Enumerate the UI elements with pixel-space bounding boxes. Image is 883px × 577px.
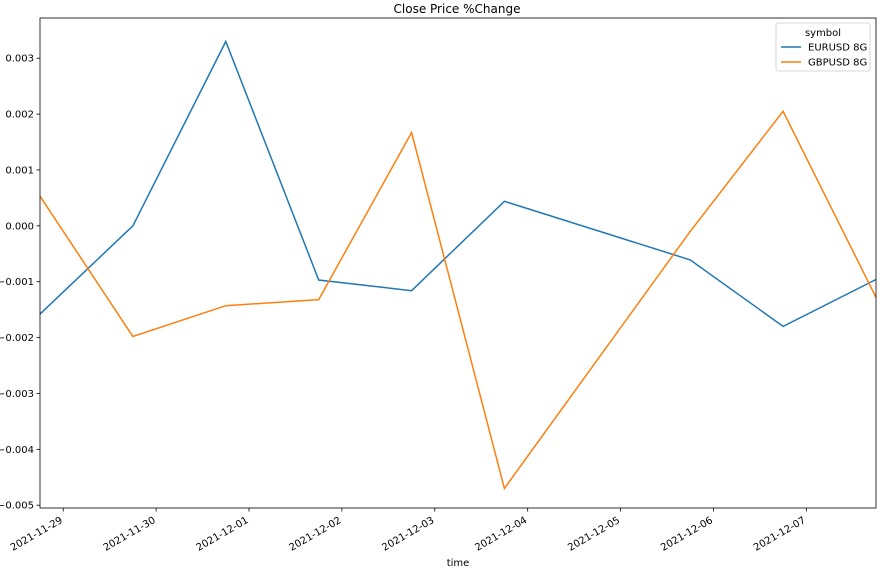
y-tick-label: −0.004 (0, 445, 34, 456)
y-tick-label: −0.003 (0, 389, 34, 400)
x-axis-label: time (447, 558, 470, 569)
y-tick-label: −0.002 (0, 333, 34, 344)
x-tick-label: 2021-12-02 (288, 515, 344, 554)
plot-frame (39, 17, 877, 509)
x-tick-label: 2021-12-04 (473, 515, 529, 554)
series-line-1 (39, 39, 877, 328)
x-tick-label: 2021-11-29 (9, 515, 65, 554)
x-tick-label: 2021-12-05 (566, 515, 622, 554)
plot-area (39, 39, 877, 491)
x-tick-label: 2021-12-07 (752, 515, 808, 554)
x-tick-label: 2021-11-30 (102, 515, 158, 554)
legend-label-2: GBPUSD 8G (808, 58, 867, 69)
y-tick-label: −0.005 (0, 501, 34, 512)
x-tick-label: 2021-12-01 (195, 515, 251, 554)
legend-box (775, 22, 871, 72)
y-axis: −0.005 −0.004 −0.003 −0.002 −0.001 0.000 0.001… (0, 54, 40, 512)
y-tick-label: 0.002 (5, 110, 34, 121)
x-tick-label: 2021-12-06 (659, 515, 715, 554)
series-line-2 (39, 109, 877, 491)
x-tick-label: 2021-12-03 (380, 515, 436, 554)
y-tick-label: −0.001 (0, 277, 34, 288)
x-axis: 2021-11-29 2021-11-30 2021-12-01 2021-12-02… (9, 508, 808, 554)
legend: symbol EURUSD 8G GBPUSD 8G (775, 22, 871, 72)
y-tick-label: 0.000 (5, 221, 34, 232)
legend-title: symbol (805, 28, 841, 39)
y-tick-label: 0.003 (5, 54, 34, 65)
legend-label-1: EURUSD 8G (808, 43, 867, 54)
chart-title: Close Price %Change (394, 2, 521, 16)
y-tick-label: 0.001 (5, 165, 34, 176)
